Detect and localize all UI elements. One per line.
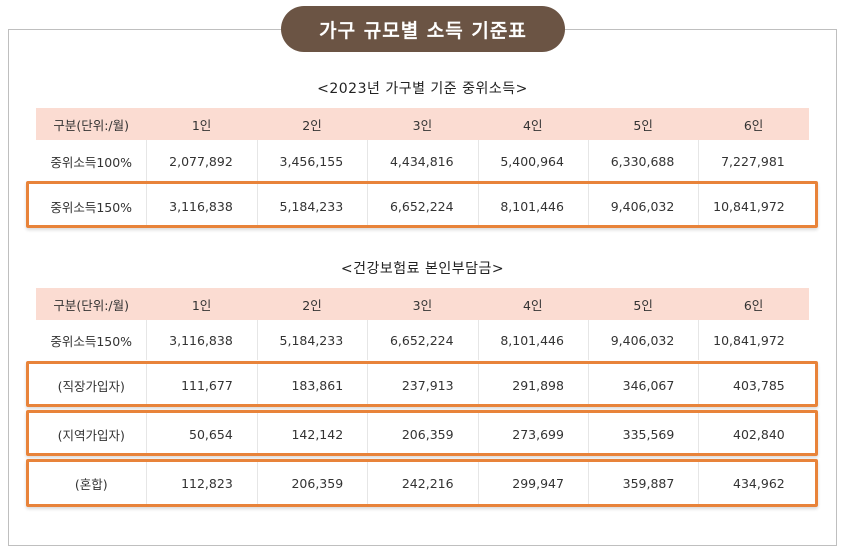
table-cell: 10,841,972 bbox=[698, 320, 808, 360]
table-cell: 50,654 bbox=[146, 413, 256, 455]
table-cell: 237,913 bbox=[367, 364, 477, 406]
table-cell: 9,406,032 bbox=[587, 184, 698, 228]
table-cell: 403,785 bbox=[698, 364, 808, 406]
table-cell: 242,216 bbox=[367, 462, 477, 504]
highlight-box bbox=[26, 410, 818, 456]
table-cell: 8,101,446 bbox=[477, 184, 588, 228]
row-label: 중위소득150% bbox=[50, 199, 133, 215]
table-row: (혼합) 112,823 206,359 242,216 299,947 359… bbox=[36, 462, 809, 504]
table2-header-row: 구분(단위:/월) 1인 2인 3인 4인 5인 6인 bbox=[36, 288, 809, 320]
table-cell: 402,840 bbox=[698, 413, 808, 455]
table-cell: 6,330,688 bbox=[587, 140, 698, 182]
table-cell: 273,699 bbox=[477, 413, 588, 455]
row-label: 중위소득150% bbox=[50, 333, 133, 349]
header-cell: 1인 bbox=[191, 297, 212, 313]
banner-title: 가구 규모별 소득 기준표 bbox=[281, 6, 565, 52]
header-cell: 5인 bbox=[633, 297, 653, 313]
row-label: 중위소득100% bbox=[50, 154, 133, 170]
table-cell: 142,142 bbox=[256, 413, 367, 455]
table-cell: 299,947 bbox=[477, 462, 588, 504]
table-cell: 4,434,816 bbox=[367, 140, 477, 182]
header-cell: 2인 bbox=[302, 297, 322, 313]
table-cell: 3,456,155 bbox=[256, 140, 367, 182]
header-cell: 6인 bbox=[743, 297, 764, 313]
table-cell: 335,569 bbox=[587, 413, 698, 455]
header-cell: 6인 bbox=[743, 117, 764, 133]
table-cell: 6,652,224 bbox=[367, 320, 477, 360]
header-cell: 2인 bbox=[302, 117, 322, 133]
table-cell: 346,067 bbox=[587, 364, 698, 406]
table-cell: 7,227,981 bbox=[698, 140, 808, 182]
table-cell: 206,359 bbox=[367, 413, 477, 455]
table-cell: 112,823 bbox=[146, 462, 256, 504]
table1-title: <2023년 가구별 기준 중위소득> bbox=[317, 81, 528, 97]
table-row: 중위소득150% 3,116,838 5,184,233 6,652,224 8… bbox=[36, 184, 809, 228]
table2-title: <건강보험료 본인부담금> bbox=[340, 261, 505, 277]
table1-header-row: 구분(단위:/월) 1인 2인 3인 4인 5인 6인 bbox=[36, 108, 809, 140]
table-cell: 3,116,838 bbox=[146, 320, 256, 360]
table-row: 중위소득100% 2,077,892 3,456,155 4,434,816 5… bbox=[36, 140, 809, 182]
header-cell: 3인 bbox=[412, 297, 433, 313]
row-label: (혼합) bbox=[74, 476, 108, 492]
row-label: (지역가입자) bbox=[57, 427, 125, 443]
header-cell: 1인 bbox=[191, 117, 212, 133]
highlight-box bbox=[26, 361, 818, 407]
highlight-box bbox=[26, 459, 818, 507]
table-row: (지역가입자) 50,654 142,142 206,359 273,699 3… bbox=[36, 413, 809, 455]
table-cell: 111,677 bbox=[146, 364, 256, 406]
table-cell: 291,898 bbox=[477, 364, 588, 406]
table-cell: 359,887 bbox=[587, 462, 698, 504]
table-cell: 2,077,892 bbox=[146, 140, 256, 182]
table-row: 중위소득150% 3,116,838 5,184,233 6,652,224 8… bbox=[36, 320, 809, 360]
table-row: (직장가입자) 111,677 183,861 237,913 291,898 … bbox=[36, 364, 809, 406]
table-cell: 5,400,964 bbox=[477, 140, 588, 182]
header-cell: 4인 bbox=[523, 297, 543, 313]
header-cell: 3인 bbox=[412, 117, 433, 133]
table-cell: 5,184,233 bbox=[256, 320, 367, 360]
header-cell: 4인 bbox=[523, 117, 543, 133]
header-cell: 구분(단위:/월) bbox=[53, 117, 130, 133]
table-cell: 206,359 bbox=[256, 462, 367, 504]
table-cell: 3,116,838 bbox=[146, 184, 256, 228]
table-cell: 434,962 bbox=[698, 462, 808, 504]
table-cell: 10,841,972 bbox=[698, 184, 808, 228]
header-cell: 5인 bbox=[633, 117, 653, 133]
highlight-box bbox=[26, 181, 818, 228]
table-cell: 6,652,224 bbox=[367, 184, 477, 228]
table-cell: 183,861 bbox=[256, 364, 367, 406]
row-label: (직장가입자) bbox=[57, 378, 125, 394]
table-cell: 9,406,032 bbox=[587, 320, 698, 360]
table-cell: 8,101,446 bbox=[477, 320, 588, 360]
header-cell: 구분(단위:/월) bbox=[53, 297, 130, 313]
table-cell: 5,184,233 bbox=[256, 184, 367, 228]
